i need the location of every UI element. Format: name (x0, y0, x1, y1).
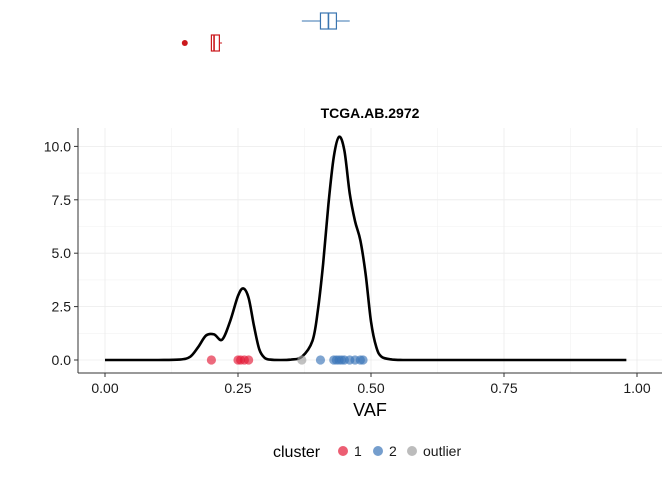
x-tick-label: 0.50 (357, 380, 384, 396)
curve-layer (105, 135, 627, 362)
boxplot-box (210, 34, 220, 52)
legend-label: 1 (354, 443, 362, 459)
vaf-point-cluster-2 (358, 355, 368, 365)
legend: cluster 1 2 outlier (273, 443, 461, 461)
legend-label: 2 (389, 443, 397, 459)
legend-key (373, 446, 383, 456)
grid-layer (78, 128, 662, 373)
y-tick-label: 0.0 (52, 352, 72, 368)
x-tick-label: 0.25 (224, 380, 251, 396)
y-tick-label: 10.0 (44, 138, 71, 154)
legend-entry-1: 1 (338, 443, 362, 459)
boxplot-cluster-2 (301, 12, 350, 30)
y-tick-label: 7.5 (52, 192, 72, 208)
x-tick-label: 1.00 (623, 380, 650, 396)
vaf-point-cluster-2 (315, 355, 326, 365)
points-layer (206, 355, 368, 365)
legend-key (407, 446, 417, 456)
vaf-point-cluster-1 (206, 355, 216, 365)
boxplot-cluster-1 (181, 34, 223, 52)
y-tick-label: 2.5 (52, 299, 72, 315)
legend-label: outlier (423, 443, 461, 459)
x-tick-label: 0.75 (490, 380, 517, 396)
density-curve (105, 135, 627, 362)
legend-title: cluster (273, 444, 321, 461)
plot-title: TCGA.AB.2972 (321, 105, 420, 121)
legend-key (338, 446, 348, 456)
vaf-point-cluster-1 (244, 355, 254, 365)
x-tick-label: 0.00 (91, 380, 118, 396)
legend-entry-2: 2 (373, 443, 397, 459)
x-axis-title: VAF (353, 400, 387, 420)
vaf-point-cluster-outlier (297, 355, 307, 365)
axes-layer: 0.00 0.25 0.50 0.75 1.00 0.0 2.5 5.0 7.5 10.0 (44, 128, 662, 396)
boxplot-layer (181, 12, 350, 52)
boxplot-outlier (181, 40, 188, 46)
y-tick-label: 5.0 (52, 245, 72, 261)
legend-entry-outlier: outlier (407, 443, 461, 459)
